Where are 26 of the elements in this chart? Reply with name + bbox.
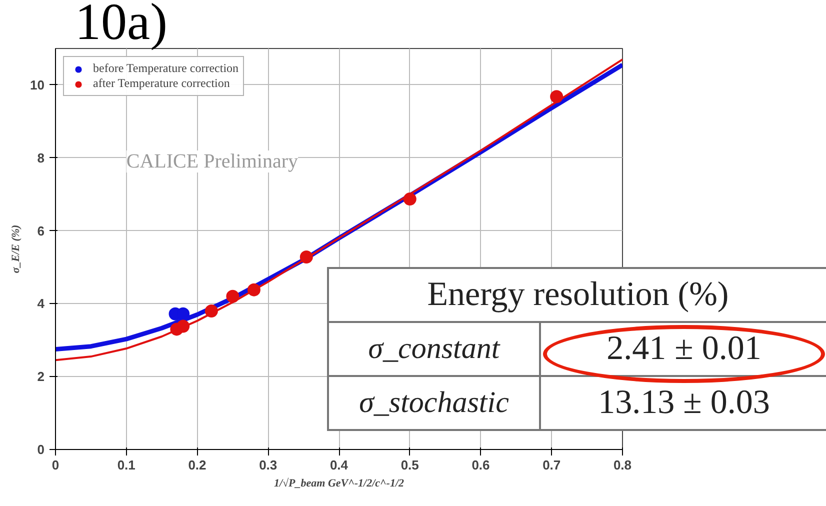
y-tick-label: 2 xyxy=(37,369,45,384)
x-tick-label: 0.3 xyxy=(259,458,278,472)
annotation: 2.41 ± 0.01 xyxy=(540,322,826,376)
y-tick-label: 0 xyxy=(37,442,45,457)
x-tick-label: 0 xyxy=(52,458,60,472)
x-tick-label: 0.6 xyxy=(472,458,490,472)
x-tick-label: 0.5 xyxy=(400,458,419,472)
annotation: Energy resolution (%) xyxy=(328,268,826,322)
y-tick-label: 6 xyxy=(37,223,45,238)
x-tick-label: 0.8 xyxy=(613,458,632,472)
x-tick-label: 0.4 xyxy=(330,458,349,472)
y-axis-title: σ_E/E (%) xyxy=(10,224,22,274)
legend-label: before Temperature correction xyxy=(93,61,239,76)
annotation: 13.13 ± 0.03 xyxy=(540,376,826,430)
y-tick-label: 8 xyxy=(37,150,45,166)
y-tick-label: 4 xyxy=(37,296,46,312)
annotation: σ_constant xyxy=(328,322,540,376)
x-axis-title: 1/√P_beam GeV^-1/2/c^-1/2 xyxy=(274,478,405,490)
annotation: CALICE Preliminary xyxy=(126,150,298,173)
x-tick-label: 0.2 xyxy=(188,458,206,472)
x-tick-label: 0.1 xyxy=(117,458,136,472)
annotation: σ_stochastic xyxy=(328,376,540,430)
y-tick-label: 10 xyxy=(30,77,45,92)
annotation: 10a) xyxy=(75,0,168,51)
legend-label: after Temperature correction xyxy=(93,76,230,91)
x-tick-label: 0.7 xyxy=(542,458,561,472)
